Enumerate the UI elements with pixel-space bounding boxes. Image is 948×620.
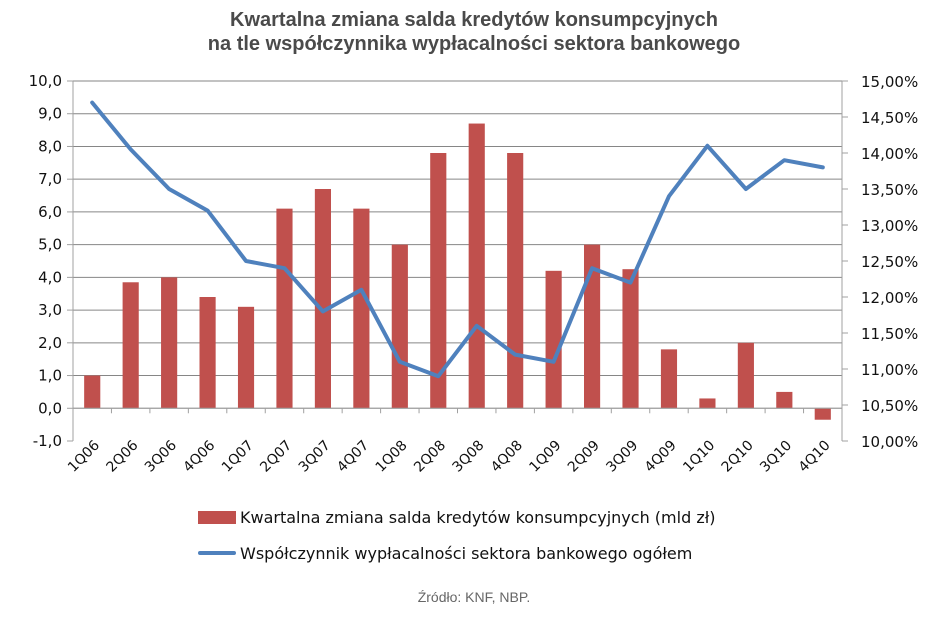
bar bbox=[584, 244, 601, 409]
right-axis-tick-label: 10,00% bbox=[861, 433, 918, 451]
left-axis-tick-label: 0,0 bbox=[38, 399, 62, 417]
bar bbox=[353, 208, 370, 409]
bar bbox=[237, 306, 255, 409]
right-axis-tick-label: 13,00% bbox=[861, 217, 918, 235]
x-axis-tick-label: 1Q07 bbox=[219, 438, 257, 476]
x-axis-tick-label: 1Q06 bbox=[65, 437, 103, 475]
x-axis-tick-label: 2Q07 bbox=[257, 438, 295, 476]
bar-series bbox=[84, 123, 831, 420]
left-axis-tick-label: 5,0 bbox=[38, 236, 62, 254]
right-axis-tick-label: 14,00% bbox=[861, 145, 918, 163]
solvency-line bbox=[90, 100, 825, 379]
x-axis-tick-label: 2Q08 bbox=[411, 438, 449, 476]
bar bbox=[391, 244, 408, 409]
x-axis-tick-label: 1Q10 bbox=[680, 438, 718, 476]
x-axis: 1Q06 2Q06 3Q06 4Q06 1Q07 2Q07 3Q07 4Q07 1Q08 2Q08… bbox=[65, 407, 842, 476]
source-note: Źródło: KNF, NBP. bbox=[417, 589, 531, 605]
x-axis-tick-label: 3Q08 bbox=[450, 438, 488, 476]
x-axis-tick-label: 4Q08 bbox=[488, 438, 526, 476]
left-axis-tick-label: 7,0 bbox=[38, 170, 62, 188]
x-axis-tick-label: 2Q06 bbox=[103, 437, 141, 475]
left-axis-tick-label: 9,0 bbox=[38, 105, 62, 123]
x-axis-tick-label: 4Q07 bbox=[334, 438, 372, 476]
right-axis-tick-label: 15,00% bbox=[861, 73, 918, 91]
legend-line-swatch-icon bbox=[198, 551, 236, 555]
chart-title-line-1: Kwartalna zmiana salda kredytów konsumpc… bbox=[230, 9, 718, 31]
x-axis-tick-label: 3Q07 bbox=[296, 438, 334, 476]
gridlines bbox=[73, 80, 842, 409]
left-axis-tick-label: 4,0 bbox=[38, 268, 62, 286]
x-axis-tick-label: 1Q09 bbox=[526, 438, 564, 476]
bar bbox=[468, 123, 485, 409]
x-axis-tick-label: 1Q08 bbox=[373, 438, 411, 476]
bar bbox=[814, 408, 831, 420]
right-axis-tick-label: 12,50% bbox=[861, 253, 918, 271]
chart-plot: 10,0 9,0 8,0 7,0 6,0 5,0 4,0 3,0 2,0 1,0 0,0 -1,0 1… bbox=[29, 72, 919, 476]
x-axis-tick-label: 3Q06 bbox=[142, 437, 180, 475]
x-axis-tick-label: 3Q09 bbox=[603, 438, 641, 476]
bar bbox=[199, 297, 216, 409]
bar bbox=[84, 375, 101, 409]
legend-line-label: Współczynnik wypłacalności sektora banko… bbox=[240, 543, 693, 563]
bar bbox=[161, 277, 178, 409]
bar bbox=[545, 270, 562, 409]
bar bbox=[314, 189, 331, 409]
x-axis-tick-label: 4Q06 bbox=[180, 437, 218, 475]
legend-bar-swatch-icon bbox=[198, 510, 236, 524]
right-axis-tick-label: 11,00% bbox=[861, 361, 918, 379]
legend-item-bar: Kwartalna zmiana salda kredytów konsumpc… bbox=[198, 503, 716, 531]
right-axis-tick-label: 14,50% bbox=[861, 109, 918, 127]
left-axis-tick-label: -1,0 bbox=[33, 432, 62, 450]
left-axis-tick-label: 10,0 bbox=[29, 72, 62, 90]
bar bbox=[276, 208, 293, 409]
bar bbox=[622, 269, 639, 409]
x-axis-tick-label: 4Q09 bbox=[642, 438, 680, 476]
left-axis-tick-label: 2,0 bbox=[38, 334, 62, 352]
right-axis-tick-label: 10,50% bbox=[861, 397, 918, 415]
legend-bar-label: Kwartalna zmiana salda kredytów konsumpc… bbox=[240, 507, 716, 527]
x-axis-tick-label: 2Q10 bbox=[719, 438, 757, 476]
legend-item-line: Współczynnik wypłacalności sektora banko… bbox=[198, 539, 716, 567]
right-axis-tick-label: 12,00% bbox=[861, 289, 918, 307]
right-axis-tick-label: 13,50% bbox=[861, 181, 918, 199]
left-axis-tick-label: 6,0 bbox=[38, 203, 62, 221]
bar bbox=[507, 153, 524, 409]
bar bbox=[776, 391, 793, 409]
left-axis: 10,0 9,0 8,0 7,0 6,0 5,0 4,0 3,0 2,0 1,0 0,0 -1,0 bbox=[29, 72, 74, 450]
x-axis-tick-label: 3Q10 bbox=[757, 438, 795, 476]
chart-title: Kwartalna zmiana salda kredytów konsumpc… bbox=[0, 8, 948, 56]
line-series bbox=[90, 100, 825, 379]
bar bbox=[660, 349, 678, 409]
bar bbox=[737, 342, 754, 409]
x-axis-tick-label: 2Q09 bbox=[565, 438, 603, 476]
legend: Kwartalna zmiana salda kredytów konsumpc… bbox=[198, 503, 716, 575]
right-axis: 15,00% 14,50% 14,00% 13,50% 13,00% 12,50% 12,0… bbox=[841, 73, 918, 451]
bar bbox=[122, 282, 139, 409]
left-axis-tick-label: 1,0 bbox=[38, 367, 62, 385]
right-axis-tick-label: 11,50% bbox=[861, 325, 918, 343]
x-axis-tick-label: 4Q10 bbox=[796, 438, 834, 476]
bar bbox=[699, 398, 716, 409]
left-axis-tick-label: 8,0 bbox=[38, 137, 62, 155]
bar bbox=[430, 153, 447, 409]
chart-title-line-2: na tle współczynnika wypłacalności sekto… bbox=[207, 33, 741, 55]
left-axis-tick-label: 3,0 bbox=[38, 301, 62, 319]
